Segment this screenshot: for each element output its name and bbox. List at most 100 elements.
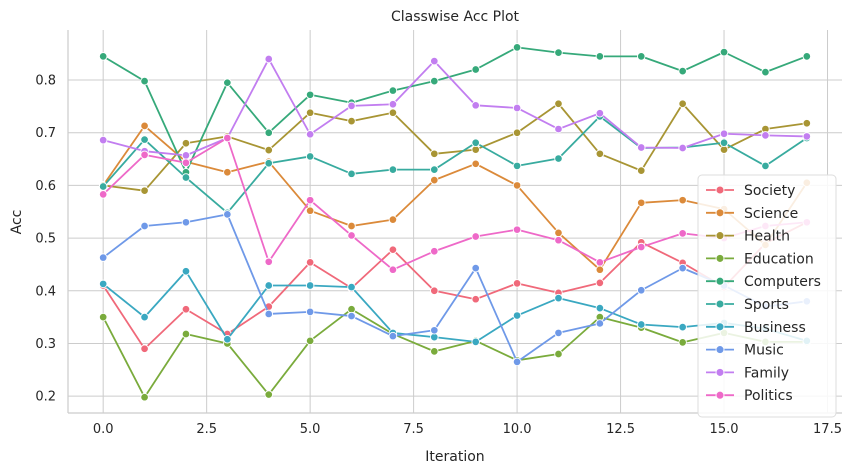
data-point-science	[678, 195, 687, 205]
y-axis-label: Acc	[9, 210, 25, 235]
data-point-sports	[512, 161, 522, 171]
data-point-education	[554, 349, 563, 359]
data-point-music	[98, 253, 108, 262]
y-tick-label: 0.6	[35, 179, 56, 194]
data-point-politics	[140, 150, 149, 160]
data-point-business	[181, 267, 191, 276]
data-point-politics	[471, 232, 480, 241]
data-point-sports	[761, 161, 770, 171]
data-point-family	[761, 131, 770, 140]
data-point-music	[512, 357, 522, 367]
data-point-politics	[388, 265, 398, 274]
data-point-music	[637, 286, 646, 295]
data-point-politics	[595, 258, 605, 267]
data-point-computers	[140, 76, 149, 86]
data-point-music	[347, 311, 356, 321]
legend-label: Family	[744, 365, 789, 381]
data-point-health	[140, 186, 149, 195]
series-line-health	[103, 102, 807, 192]
legend-label: Health	[744, 229, 790, 245]
data-point-business	[637, 320, 646, 329]
data-point-music	[595, 319, 605, 328]
legend-label: Sports	[744, 297, 789, 313]
data-point-science	[595, 265, 605, 274]
data-point-computers	[554, 48, 563, 57]
data-point-family	[181, 151, 191, 160]
legend-swatch-marker	[715, 299, 725, 309]
data-point-education	[140, 392, 149, 402]
legend-swatch-marker	[715, 367, 725, 377]
data-point-computers	[678, 66, 687, 76]
data-point-science	[140, 121, 149, 131]
y-tick-label: 0.3	[35, 337, 56, 352]
legend-label: Business	[744, 320, 806, 336]
legend-label: Computers	[744, 274, 821, 290]
series-line-family	[102, 58, 807, 157]
legend-item-society: Society	[706, 183, 795, 199]
data-point-music	[264, 309, 273, 319]
data-point-science	[223, 167, 232, 177]
legend-label: Education	[744, 251, 814, 267]
data-point-sports	[181, 173, 191, 182]
data-point-family	[554, 124, 563, 134]
data-point-family	[388, 100, 398, 109]
data-point-computers	[719, 47, 729, 57]
data-point-health	[554, 99, 563, 109]
data-point-education	[678, 338, 687, 347]
data-point-science	[430, 175, 439, 185]
data-point-music	[140, 221, 149, 231]
legend-item-business: Business	[706, 320, 806, 336]
data-point-society	[471, 294, 480, 304]
x-axis-label: Iteration	[425, 449, 484, 465]
data-point-sports	[347, 169, 356, 179]
data-point-computers	[637, 52, 646, 61]
x-tick-label: 7.5	[403, 422, 424, 437]
data-point-health	[678, 99, 687, 109]
legend-label: Society	[744, 183, 795, 199]
data-point-science	[347, 221, 356, 231]
data-point-politics	[678, 229, 687, 238]
data-point-health	[305, 108, 315, 117]
data-point-health	[637, 166, 646, 175]
data-point-music	[430, 326, 439, 335]
data-point-health	[430, 149, 439, 159]
data-point-computers	[512, 43, 522, 52]
x-tick-label: 10.0	[503, 422, 532, 437]
data-point-society	[388, 245, 398, 254]
data-point-health	[802, 118, 812, 128]
legend-label: Music	[744, 343, 784, 359]
data-point-music	[554, 328, 563, 338]
data-point-science	[554, 228, 563, 238]
series-line-computers	[102, 46, 808, 174]
data-point-music	[181, 218, 191, 227]
data-point-computers	[223, 78, 232, 87]
data-point-business	[305, 281, 315, 290]
x-tick-label: 5.0	[300, 422, 321, 437]
series-line-politics	[102, 137, 807, 271]
legend-item-music: Music	[706, 343, 784, 359]
x-tick-label: 0.0	[93, 422, 114, 437]
data-point-education	[181, 329, 191, 339]
data-point-business	[140, 312, 149, 322]
data-point-music	[305, 307, 315, 317]
data-point-society	[305, 258, 315, 267]
data-point-education	[430, 347, 439, 356]
data-point-politics	[181, 158, 191, 168]
data-point-sports	[388, 165, 398, 174]
data-point-society	[512, 279, 522, 288]
y-tick-label: 0.4	[35, 284, 56, 299]
data-point-computers	[471, 65, 480, 74]
data-point-business	[264, 281, 273, 290]
legend-item-health: Health	[706, 229, 790, 245]
data-point-politics	[264, 257, 273, 267]
legend-swatch-marker	[715, 276, 725, 286]
data-point-music	[388, 331, 398, 341]
x-tick-label: 12.5	[606, 422, 635, 437]
y-tick-label: 0.7	[35, 126, 56, 141]
legend-item-education: Education	[706, 251, 814, 267]
data-point-science	[305, 206, 315, 215]
data-point-education	[305, 336, 315, 346]
data-point-business	[98, 279, 108, 289]
data-point-politics	[347, 231, 356, 240]
data-point-computers	[595, 52, 605, 61]
